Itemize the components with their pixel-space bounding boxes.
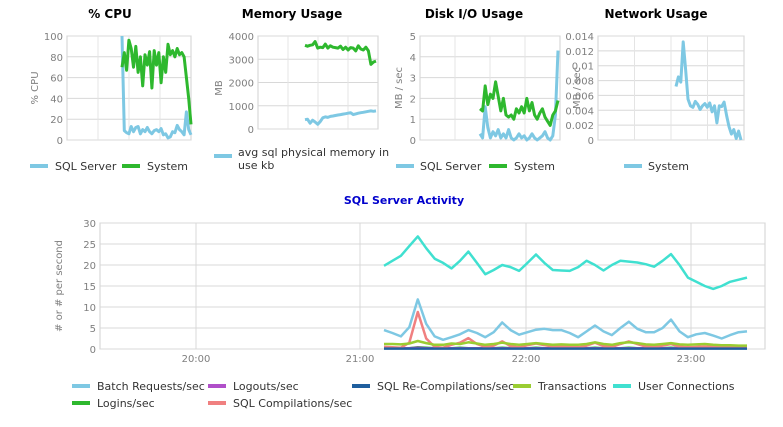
y-tick-label: 20 <box>50 115 63 126</box>
sql-activity-plot: 0 5 10 15 20 25 30 20:00 21:00 22:00 23:00 <box>83 219 766 365</box>
series-line-batch-requests-sec <box>383 298 748 342</box>
ylabel-cpu: % CPU <box>30 71 41 104</box>
series-line-system <box>674 40 743 141</box>
y-tick-label: 40 <box>50 94 63 105</box>
legend-label-logouts-sec: Logouts/sec <box>233 380 299 393</box>
y-tick-label: 100 <box>44 32 63 43</box>
y-tick-label: 0.014 <box>565 32 594 43</box>
ylabel-memory: MB <box>214 80 225 96</box>
y-tick-label: 1 <box>410 115 416 126</box>
y-tick-label: 1000 <box>229 102 254 113</box>
chart-title-disk: Disk I/O Usage <box>425 7 523 21</box>
chart-title-sql-activity: SQL Server Activity <box>344 194 464 207</box>
series-line-avg-sql-physical-memory-in-use-kb <box>304 109 377 126</box>
y-tick-label: 0 <box>588 136 594 147</box>
legend-cpu: SQL Server System <box>30 160 188 173</box>
legend-network: System <box>624 160 689 173</box>
y-tick-label: 3000 <box>229 55 254 66</box>
chart-title-cpu: % CPU <box>88 7 132 21</box>
legend-label-network-system: System <box>648 160 689 173</box>
y-tick-label: 0.01 <box>572 62 594 73</box>
y-tick-label: 4000 <box>229 32 254 43</box>
y-tick-label: 3 <box>410 74 416 85</box>
series-line-system <box>120 38 193 125</box>
ylabel-disk: MB / sec <box>394 67 405 109</box>
y-tick-label: 0.004 <box>565 106 594 117</box>
legend-label-disk-system: System <box>514 160 555 173</box>
series-line-sql-compilations-sec <box>383 310 747 349</box>
y-tick-label: 2000 <box>229 79 254 90</box>
y-tick-label: 20 <box>83 261 96 272</box>
y-tick-label: 0.002 <box>565 121 594 132</box>
disk-plot: 0 1 2 3 4 5 <box>410 32 561 147</box>
y-tick-label: 0 <box>410 136 416 147</box>
legend-label-sql-compilations-sec: SQL Compilations/sec <box>233 397 352 410</box>
x-tick-label: 21:00 <box>346 354 375 365</box>
legend-label-cpu-sqlserver: SQL Server <box>55 160 117 173</box>
chart-title-network: Network Usage <box>604 7 707 21</box>
cpu-plot: 0 20 40 60 80 100 <box>44 32 193 147</box>
y-tick-label: 25 <box>83 240 96 251</box>
legend-label-logins-sec: Logins/sec <box>97 397 155 410</box>
y-tick-label: 60 <box>50 74 63 85</box>
legend-label-transactions: Transactions <box>537 380 607 393</box>
legend-label-sql-re-compilations-sec: SQL Re-Compilations/sec <box>377 380 514 393</box>
y-tick-label: 10 <box>83 303 96 314</box>
legend-label-disk-sqlserver: SQL Server <box>420 160 482 173</box>
series-line-series-1 <box>304 40 377 66</box>
series-line-transactions <box>384 339 747 347</box>
y-tick-label: 0 <box>248 125 254 136</box>
legend-label-user-connections: User Connections <box>638 380 735 393</box>
y-tick-label: 4 <box>410 53 416 64</box>
legend-disk: SQL Server System <box>396 160 555 173</box>
y-tick-label: 5 <box>410 32 416 43</box>
legend-label-cpu-system: System <box>147 160 188 173</box>
y-tick-label: 0.008 <box>565 77 594 88</box>
y-tick-label: 0 <box>90 345 96 356</box>
legend-memory: avg sql physical memory in use kb <box>214 146 393 172</box>
series-line-sql-server <box>120 35 193 140</box>
legend-label-memory-avg: avg sql physical memory in use kb <box>238 146 393 172</box>
y-tick-label: 80 <box>50 53 63 64</box>
y-tick-label: 5 <box>90 324 96 335</box>
series-line-sql-server <box>478 50 560 142</box>
memory-plot: 0 1000 2000 3000 4000 <box>229 32 379 136</box>
x-tick-label: 22:00 <box>512 354 541 365</box>
ylabel-sql-activity: # or # per second <box>54 240 65 332</box>
legend-sql-activity: Batch Requests/sec Logouts/sec SQL Re-Comp… <box>72 380 735 410</box>
ylabel-network: MB / sec <box>572 67 583 109</box>
y-tick-label: 0.012 <box>565 47 594 58</box>
y-tick-label: 15 <box>83 282 96 293</box>
series-line-user-connections <box>383 235 748 291</box>
series-line-system <box>479 80 560 127</box>
y-tick-label: 0.006 <box>565 91 594 102</box>
y-tick-label: 30 <box>83 219 96 230</box>
chart-title-memory: Memory Usage <box>242 7 342 21</box>
legend-label-batch-requests-sec: Batch Requests/sec <box>97 380 205 393</box>
x-tick-label: 20:00 <box>182 354 211 365</box>
x-tick-label: 23:00 <box>677 354 706 365</box>
y-tick-label: 2 <box>410 94 416 105</box>
network-plot: 0 0.002 0.004 0.006 0.008 0.01 0.012 0.014 <box>565 32 745 147</box>
y-tick-label: 0 <box>57 136 63 147</box>
